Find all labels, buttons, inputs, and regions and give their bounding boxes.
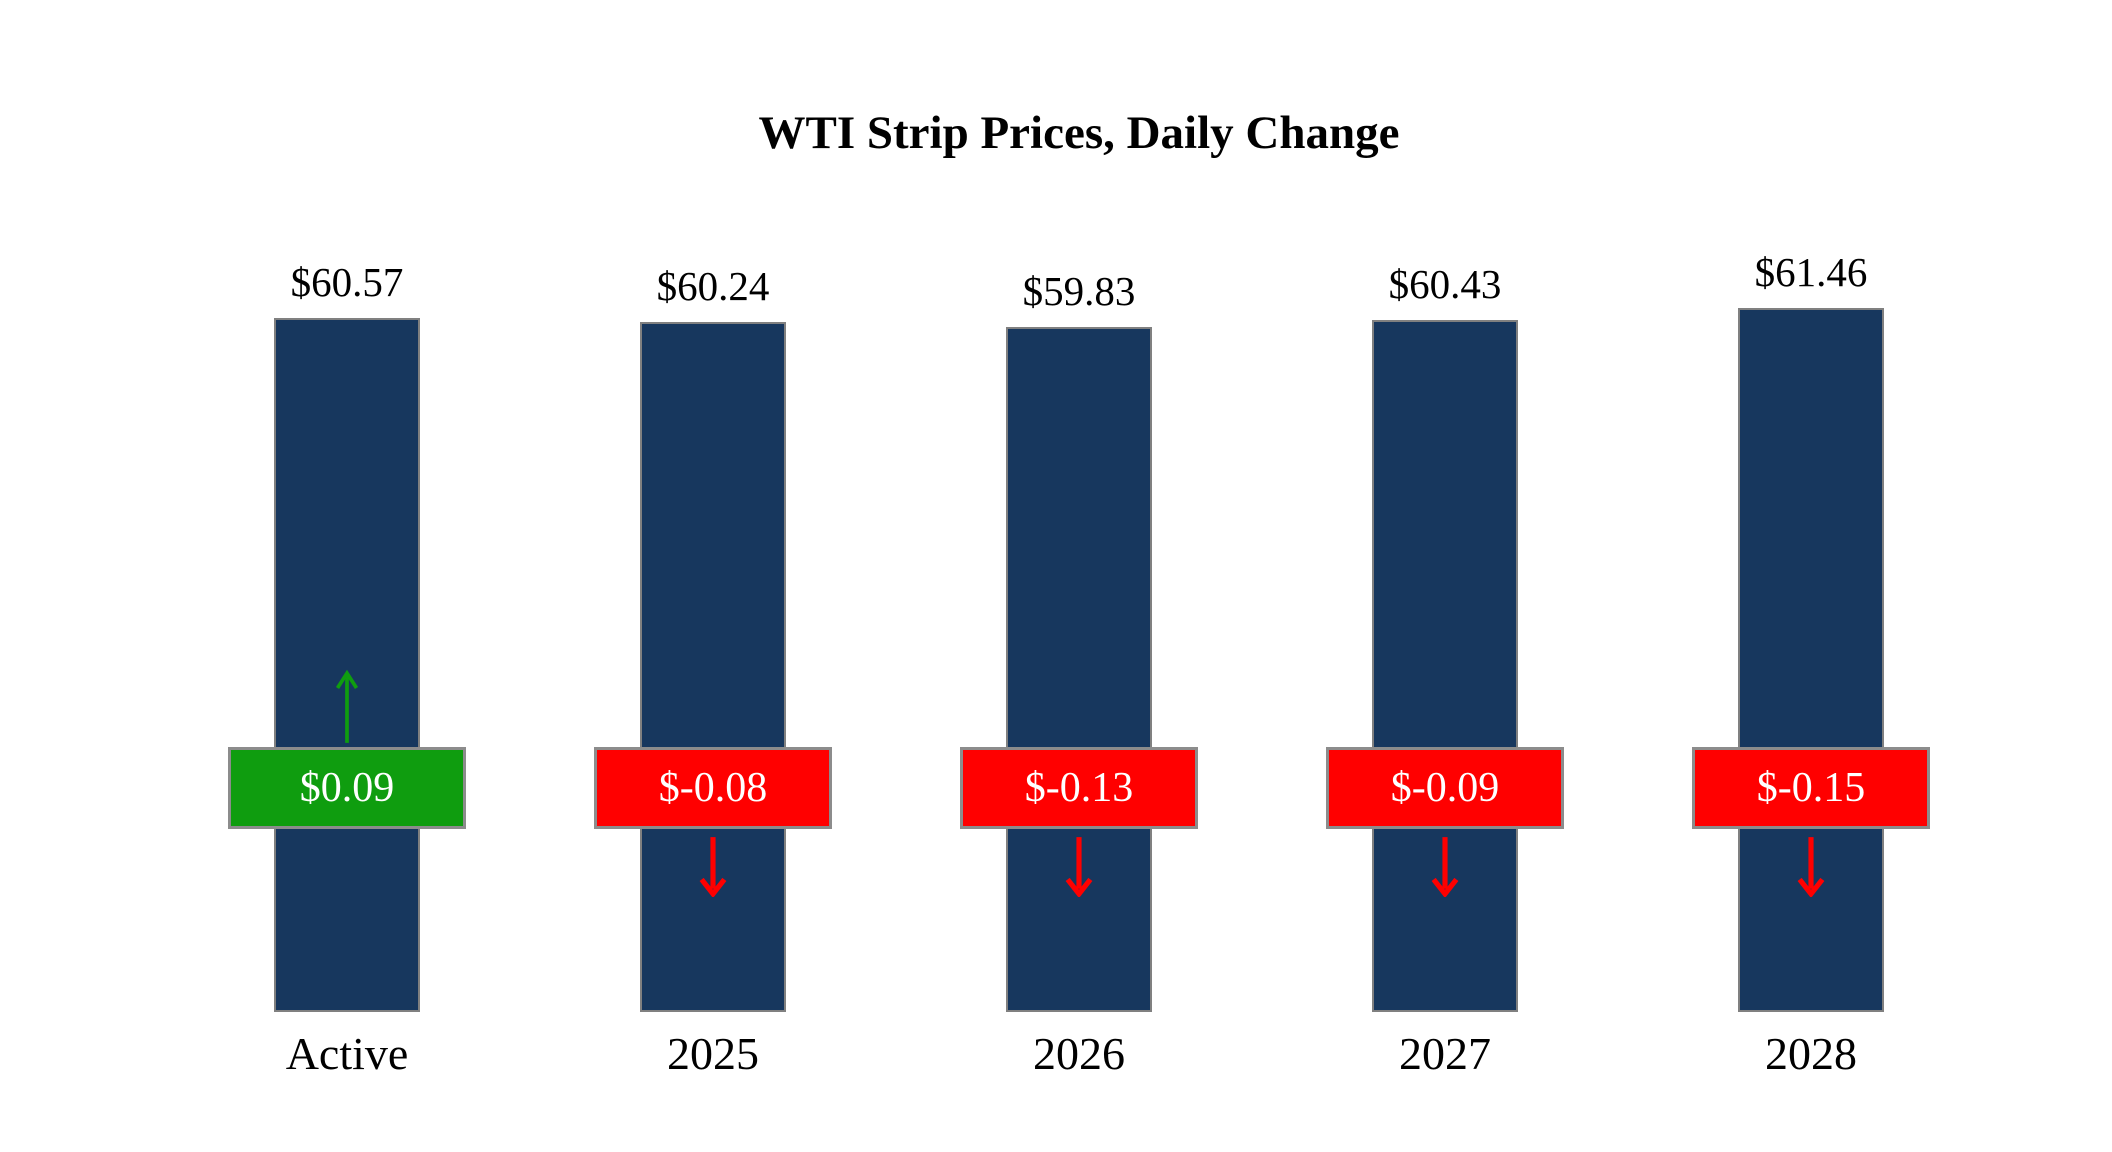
change-badge: $-0.08 [594,747,832,829]
down-arrow-icon [1797,837,1825,897]
price-label: $60.43 [1388,260,1502,307]
category-label: 2026 [1033,1028,1125,1079]
category-label: 2028 [1765,1028,1857,1079]
change-value: $-0.13 [1024,765,1134,811]
price-label: $59.83 [1022,267,1136,314]
price-label: $61.46 [1754,249,1868,296]
price-bar [1006,326,1152,1012]
category-label: Active [285,1028,409,1079]
price-bar [1372,320,1518,1012]
price-bar [274,318,420,1012]
chart-title: WTI Strip Prices, Daily Change [758,107,1400,159]
bar-group-2027: $60.43 $-0.09 2027 [1262,229,1628,1099]
price-label: $60.57 [290,259,404,306]
price-label: $60.24 [656,263,770,310]
change-value: $-0.08 [658,765,768,811]
category-label: 2025 [667,1028,759,1079]
bar-group-2026: $59.83 $-0.13 2026 [896,229,1262,1099]
up-arrow-icon [335,669,359,743]
category-label: 2027 [1399,1028,1491,1079]
chart-plot-area: $60.57 $0.09 Active $60.24 [164,229,1994,1099]
bar-group-active: $60.57 $0.09 Active [164,229,530,1099]
change-value: $-0.15 [1756,765,1866,811]
price-bar [640,322,786,1012]
change-badge: $-0.13 [960,747,1198,829]
change-value: $-0.09 [1390,765,1500,811]
price-bar [1738,308,1884,1012]
down-arrow-icon [699,837,727,897]
down-arrow-icon [1065,837,1093,897]
down-arrow-icon [1431,837,1459,897]
bar-group-2028: $61.46 $-0.15 2028 [1628,229,1994,1099]
bar-group-2025: $60.24 $-0.08 2025 [530,229,896,1099]
change-badge: $-0.09 [1326,747,1564,829]
change-badge: $-0.15 [1692,747,1930,829]
change-value: $0.09 [299,765,395,811]
change-badge: $0.09 [228,747,466,829]
